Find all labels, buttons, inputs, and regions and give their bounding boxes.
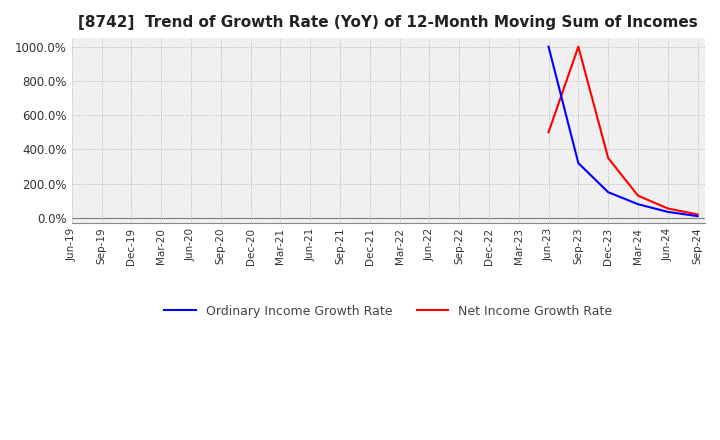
- Net Income Growth Rate: [663, 206, 672, 211]
- Net Income Growth Rate: [634, 193, 642, 198]
- Ordinary Income Growth Rate: [663, 209, 672, 215]
- Net Income Growth Rate: [693, 212, 702, 217]
- Legend: Ordinary Income Growth Rate, Net Income Growth Rate: Ordinary Income Growth Rate, Net Income …: [159, 300, 618, 323]
- Net Income Growth Rate: [544, 130, 553, 135]
- Net Income Growth Rate: [604, 155, 613, 161]
- Ordinary Income Growth Rate: [634, 202, 642, 207]
- Ordinary Income Growth Rate: [604, 190, 613, 195]
- Ordinary Income Growth Rate: [693, 213, 702, 219]
- Ordinary Income Growth Rate: [544, 44, 553, 49]
- Ordinary Income Growth Rate: [574, 161, 582, 166]
- Line: Ordinary Income Growth Rate: Ordinary Income Growth Rate: [549, 47, 698, 216]
- Net Income Growth Rate: [574, 44, 582, 49]
- Line: Net Income Growth Rate: Net Income Growth Rate: [549, 47, 698, 214]
- Title: [8742]  Trend of Growth Rate (YoY) of 12-Month Moving Sum of Incomes: [8742] Trend of Growth Rate (YoY) of 12-…: [78, 15, 698, 30]
